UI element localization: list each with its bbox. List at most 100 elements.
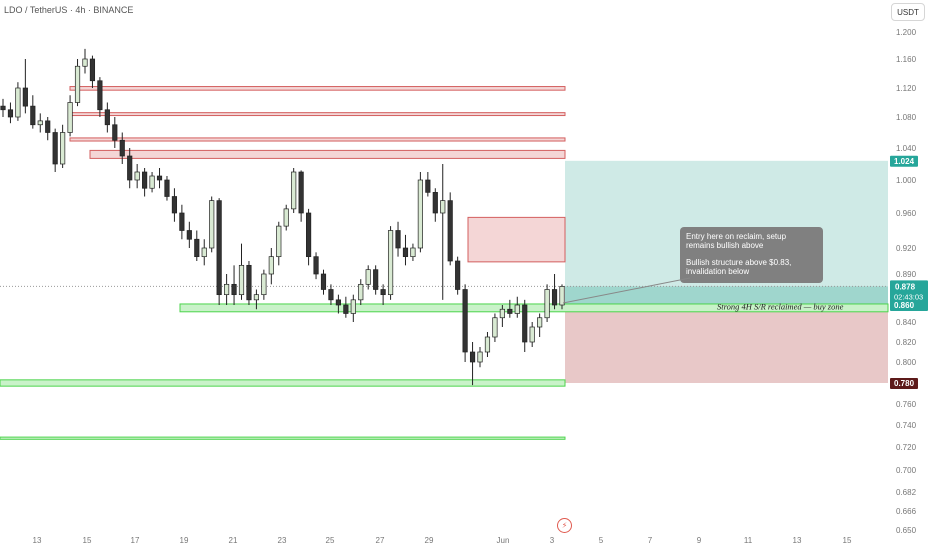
candle-body: [306, 212, 312, 258]
candle-body: [514, 304, 520, 314]
candle-body: [30, 105, 36, 126]
entry-price-label: 0.860: [894, 301, 915, 310]
y-tick-label: 0.890: [896, 270, 917, 279]
candle-body: [492, 317, 498, 338]
candle-body: [112, 124, 118, 141]
callout-box: [680, 227, 823, 283]
candle-body: [537, 317, 543, 328]
candle-body: [0, 105, 6, 111]
entry-band: [565, 286, 888, 305]
candle-body: [551, 289, 558, 306]
resistance-zone: [69, 137, 566, 142]
candle-body: [335, 299, 341, 306]
candle-body: [224, 283, 230, 296]
candle-body: [283, 208, 289, 227]
y-tick-label: 0.960: [896, 209, 917, 218]
candle-body: [142, 171, 148, 189]
candle-body: [201, 247, 207, 258]
candle-body: [52, 132, 58, 165]
candle-body: [559, 286, 565, 306]
candle-body: [97, 80, 103, 111]
candle-body: [238, 264, 245, 296]
y-tick-label: 1.040: [896, 144, 917, 153]
y-tick-label: 0.820: [896, 338, 917, 347]
candle-body: [22, 87, 28, 107]
y-tick-label: 1.160: [896, 55, 917, 64]
candle-body: [209, 200, 215, 249]
lightning-icon[interactable]: ⚡: [557, 518, 572, 533]
candle-body: [469, 351, 476, 363]
resistance-zone: [69, 86, 566, 91]
candle-body: [440, 200, 446, 214]
support-zone: [0, 436, 566, 440]
candle-body: [358, 283, 364, 301]
candle-body: [186, 230, 192, 240]
y-tick-label: 1.120: [896, 84, 917, 93]
zone-label: Strong 4H S/R reclaimed — buy zone: [717, 301, 844, 311]
candle-body: [276, 225, 282, 258]
candle-body: [179, 212, 185, 231]
callout-text-line: remains bullish above: [686, 241, 764, 250]
currency-selector[interactable]: USDT: [891, 3, 925, 21]
resistance-zone: [467, 216, 566, 263]
y-tick-label: 0.650: [896, 526, 917, 535]
candle-body: [455, 260, 461, 290]
candle-body: [320, 273, 327, 290]
x-tick-label: 15: [843, 536, 852, 545]
x-tick-label: 13: [33, 536, 42, 545]
candle-body: [432, 192, 438, 214]
candle-body: [380, 289, 386, 296]
candle-body: [216, 200, 222, 296]
candle-body: [373, 269, 379, 290]
candle-body: [328, 289, 334, 301]
candle-body: [74, 65, 81, 103]
x-tick-label: 9: [697, 536, 702, 545]
candle-body: [82, 58, 88, 67]
candle-body: [522, 304, 528, 343]
candle-body: [261, 273, 267, 296]
stop-price-badge: [890, 378, 918, 389]
current-price-badge: [890, 280, 928, 303]
x-tick-label: 19: [180, 536, 189, 545]
stop-zone: [565, 305, 888, 383]
candle-body: [89, 58, 96, 82]
candle-body: [499, 308, 505, 319]
chart-title: LDO / TetherUS · 4h · BINANCE: [4, 5, 134, 15]
candle-body: [507, 308, 513, 314]
candle-body: [45, 120, 51, 133]
candle-body: [291, 171, 297, 210]
x-tick-label: 27: [376, 536, 385, 545]
resistance-zone: [69, 112, 566, 117]
candle-body: [149, 175, 155, 189]
candle-body: [544, 289, 550, 319]
y-tick-label: 0.800: [896, 358, 917, 367]
candle-body: [410, 247, 416, 258]
x-tick-label: 23: [278, 536, 287, 545]
candle-body: [402, 247, 409, 258]
candle-body: [365, 269, 371, 285]
y-tick-label: 1.000: [896, 176, 917, 185]
x-tick-label: 15: [83, 536, 92, 545]
y-tick-label: 0.760: [896, 400, 917, 409]
y-tick-label: 0.666: [896, 507, 917, 516]
candle-body: [484, 336, 491, 353]
y-tick-label: 1.080: [896, 113, 917, 122]
candle-body: [298, 171, 304, 214]
y-tick-label: 0.720: [896, 443, 917, 452]
y-tick-label: 0.740: [896, 421, 917, 430]
candle-body: [127, 155, 133, 181]
x-tick-label: 17: [131, 536, 140, 545]
y-tick-label: 0.840: [896, 318, 917, 327]
candle-body: [104, 109, 110, 126]
candle-body: [37, 120, 43, 126]
candle-body: [60, 132, 66, 165]
candle-body: [477, 351, 483, 363]
support-zone: [179, 303, 889, 313]
candle-body: [387, 230, 394, 296]
candle-body: [253, 294, 259, 301]
x-tick-label: 11: [744, 536, 753, 545]
callout-text-line: Entry here on reclaim, setup: [686, 232, 787, 241]
y-tick-label: 0.682: [896, 488, 917, 497]
